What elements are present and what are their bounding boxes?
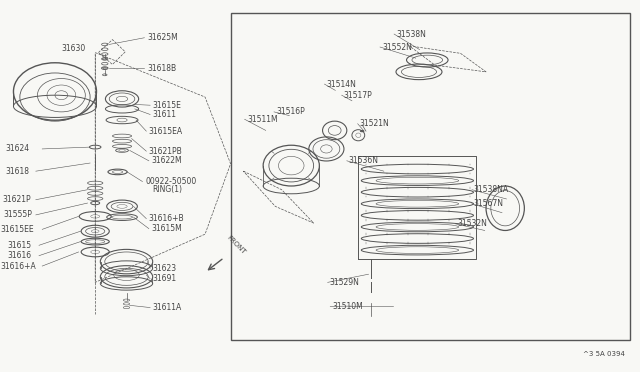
Text: RING(1): RING(1) bbox=[152, 185, 182, 194]
Bar bbox=[230, 13, 630, 340]
Text: 00922-50500: 00922-50500 bbox=[145, 177, 196, 186]
Text: 31615EE: 31615EE bbox=[1, 225, 35, 234]
Text: 31552N: 31552N bbox=[382, 42, 412, 51]
Text: 31616+A: 31616+A bbox=[1, 262, 36, 270]
Text: 31511M: 31511M bbox=[247, 115, 278, 124]
Text: 31615M: 31615M bbox=[152, 224, 182, 233]
Text: 31621PB: 31621PB bbox=[149, 147, 182, 155]
Text: 31510M: 31510M bbox=[333, 302, 364, 311]
Text: 31622M: 31622M bbox=[152, 156, 182, 165]
Text: 31615: 31615 bbox=[7, 241, 31, 250]
Text: 31616+B: 31616+B bbox=[149, 214, 184, 223]
Text: 31532N: 31532N bbox=[458, 219, 487, 228]
Text: 31625M: 31625M bbox=[148, 33, 179, 42]
Ellipse shape bbox=[360, 131, 364, 132]
Text: 31615EA: 31615EA bbox=[149, 126, 183, 136]
Text: 31621P: 31621P bbox=[3, 195, 31, 204]
Text: 31623: 31623 bbox=[153, 264, 177, 273]
Text: 31630: 31630 bbox=[61, 44, 86, 53]
Text: 31555P: 31555P bbox=[4, 211, 33, 219]
Text: 31618: 31618 bbox=[6, 167, 30, 176]
Text: 31618B: 31618B bbox=[148, 64, 177, 73]
Text: ^3 5A 0394: ^3 5A 0394 bbox=[584, 350, 625, 356]
Text: 31514N: 31514N bbox=[326, 80, 356, 89]
Text: 31624: 31624 bbox=[6, 144, 30, 153]
Text: 31521N: 31521N bbox=[360, 119, 389, 128]
Text: 31691: 31691 bbox=[153, 274, 177, 283]
Text: 31536N: 31536N bbox=[349, 156, 379, 165]
Text: 31516P: 31516P bbox=[276, 108, 305, 116]
Text: 31611: 31611 bbox=[153, 110, 177, 119]
Text: 31538NA: 31538NA bbox=[473, 185, 508, 194]
Text: FRONT: FRONT bbox=[225, 235, 246, 256]
Text: 31567N: 31567N bbox=[473, 199, 503, 208]
Text: 31517P: 31517P bbox=[344, 91, 372, 100]
Text: 31538N: 31538N bbox=[397, 29, 426, 39]
Text: 31615E: 31615E bbox=[153, 101, 182, 110]
Text: 31529N: 31529N bbox=[330, 278, 360, 287]
Text: 31616: 31616 bbox=[7, 251, 31, 260]
Text: 31611A: 31611A bbox=[153, 303, 182, 312]
